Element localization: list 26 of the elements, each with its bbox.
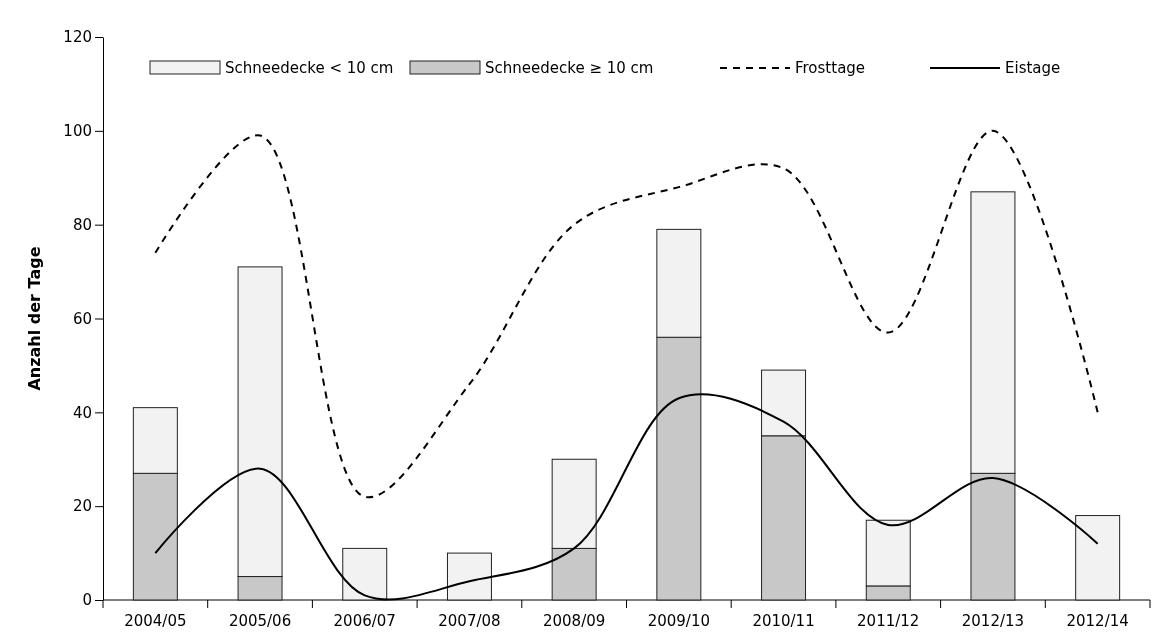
- legend-label: Eistage: [1005, 59, 1061, 77]
- y-tick-label: 120: [63, 28, 92, 47]
- legend-label: Schneedecke ≥ 10 cm: [485, 59, 654, 77]
- y-tick-label: 20: [72, 497, 92, 516]
- y-tick-label: 100: [63, 122, 92, 141]
- bar: [446, 552, 492, 601]
- bar: [342, 547, 388, 601]
- legend-label: Schneedecke < 10 cm: [225, 59, 394, 77]
- bar: [1075, 515, 1121, 601]
- x-tick-label: 2005/06: [228, 612, 292, 630]
- x-tick-label: 2010/11: [752, 612, 815, 630]
- x-tick-label: 2004/05: [124, 612, 187, 630]
- x-tick-label: 2011/12: [857, 612, 920, 630]
- x-tick-label: 2008/09: [542, 612, 606, 630]
- x-tick-label: 2012/13: [961, 612, 1025, 630]
- y-axis-title: Anzahl der Tage: [25, 246, 44, 391]
- x-tick-label: 2012/14: [1066, 612, 1129, 630]
- x-tick-label: 2009/10: [647, 612, 711, 630]
- x-tick-label: 2006/07: [333, 612, 396, 630]
- legend-label: Frosttage: [795, 59, 866, 77]
- y-tick-label: 40: [72, 403, 92, 422]
- y-tick-label: 0: [82, 591, 92, 610]
- line-series: [154, 129, 1099, 498]
- x-tick-label: 2007/08: [438, 612, 501, 630]
- y-tick-label: 80: [72, 215, 92, 234]
- y-tick-label: 60: [72, 309, 92, 328]
